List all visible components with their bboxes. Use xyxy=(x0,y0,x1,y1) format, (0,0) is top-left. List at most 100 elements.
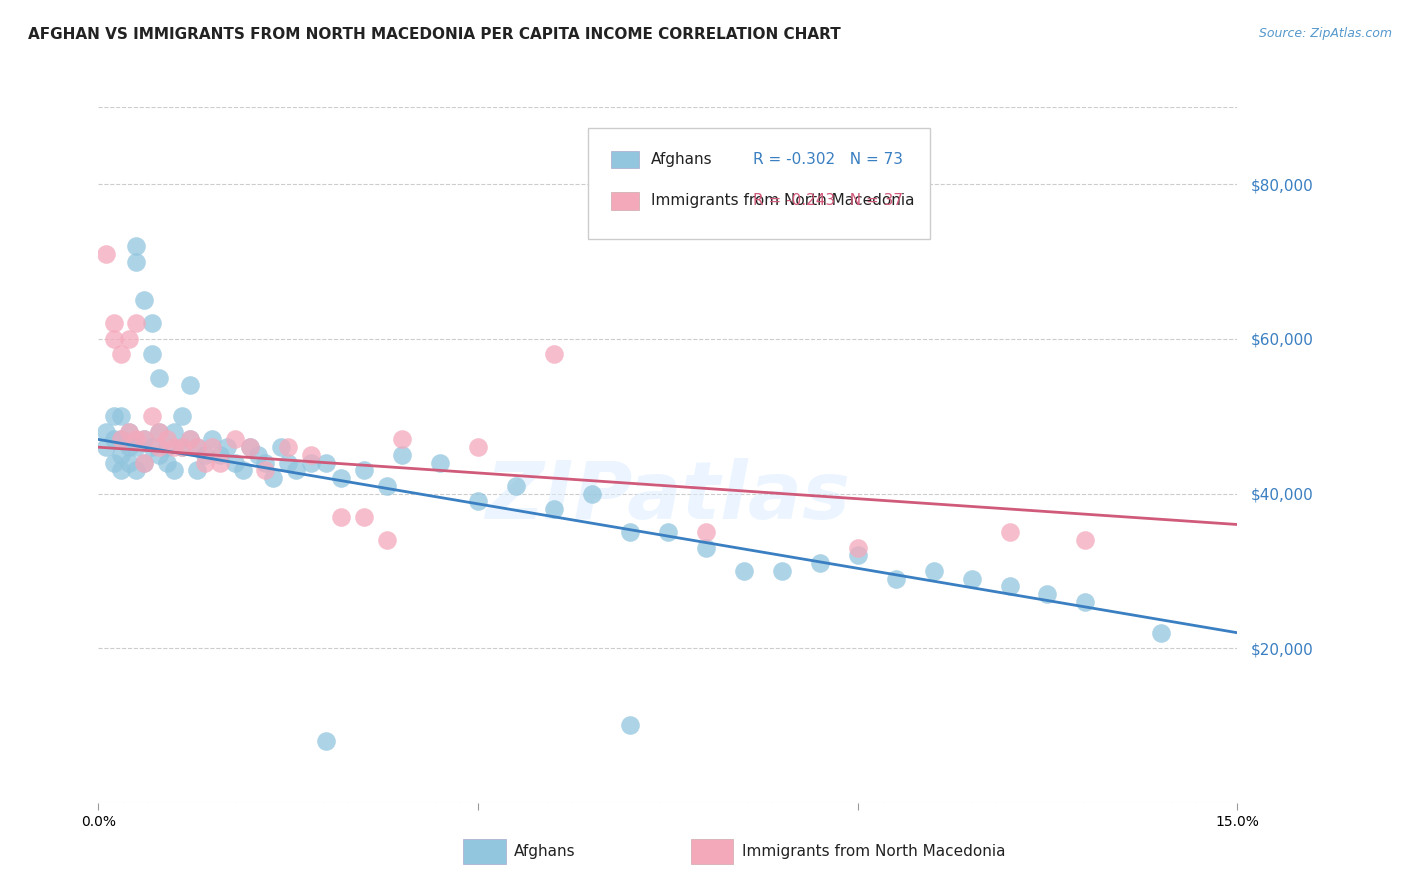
Point xyxy=(543,502,565,516)
Point xyxy=(170,409,193,424)
Point xyxy=(284,463,307,477)
Point xyxy=(224,456,246,470)
Bar xyxy=(463,839,506,863)
Point xyxy=(148,425,170,439)
Point xyxy=(262,471,284,485)
Point xyxy=(239,440,262,454)
Text: Immigrants from North Macedonia: Immigrants from North Macedonia xyxy=(742,844,1005,859)
Point xyxy=(619,718,641,732)
Point xyxy=(110,433,132,447)
Point xyxy=(118,440,141,454)
Point xyxy=(1074,533,1097,547)
Point xyxy=(163,440,186,454)
Point xyxy=(246,448,269,462)
Text: Source: ZipAtlas.com: Source: ZipAtlas.com xyxy=(1258,27,1392,40)
Point xyxy=(733,564,755,578)
Point xyxy=(998,525,1021,540)
Point xyxy=(277,456,299,470)
Point xyxy=(353,463,375,477)
Point xyxy=(375,533,398,547)
Point xyxy=(179,433,201,447)
Point xyxy=(194,448,217,462)
Point xyxy=(330,471,353,485)
Point xyxy=(141,409,163,424)
Point xyxy=(125,440,148,454)
Point xyxy=(118,456,141,470)
Point xyxy=(179,433,201,447)
Point xyxy=(998,579,1021,593)
Point xyxy=(201,433,224,447)
Text: Afghans: Afghans xyxy=(651,152,713,167)
Point xyxy=(619,525,641,540)
Point xyxy=(657,525,679,540)
Point xyxy=(179,378,201,392)
Point xyxy=(695,541,717,555)
Point xyxy=(922,564,945,578)
Point xyxy=(94,425,117,439)
Point xyxy=(208,456,231,470)
Point xyxy=(695,525,717,540)
Point xyxy=(141,347,163,361)
Point xyxy=(201,440,224,454)
Point xyxy=(277,440,299,454)
Point xyxy=(94,247,117,261)
Point xyxy=(103,433,125,447)
Point xyxy=(846,541,869,555)
Point xyxy=(125,463,148,477)
Text: AFGHAN VS IMMIGRANTS FROM NORTH MACEDONIA PER CAPITA INCOME CORRELATION CHART: AFGHAN VS IMMIGRANTS FROM NORTH MACEDONI… xyxy=(28,27,841,42)
Point xyxy=(186,440,208,454)
Point xyxy=(1036,587,1059,601)
Point xyxy=(163,425,186,439)
Point xyxy=(391,448,413,462)
Bar xyxy=(612,193,640,210)
Point xyxy=(141,317,163,331)
Point xyxy=(232,463,254,477)
Point xyxy=(194,456,217,470)
Point xyxy=(581,486,603,500)
Point xyxy=(141,440,163,454)
Point xyxy=(132,433,155,447)
Point xyxy=(239,440,262,454)
Point xyxy=(429,456,451,470)
Text: Immigrants from North Macedonia: Immigrants from North Macedonia xyxy=(651,194,914,209)
Point xyxy=(103,456,125,470)
Point xyxy=(132,433,155,447)
Point xyxy=(375,479,398,493)
Point xyxy=(125,317,148,331)
Point xyxy=(163,463,186,477)
FancyBboxPatch shape xyxy=(588,128,929,239)
Text: ZIPatlas: ZIPatlas xyxy=(485,458,851,536)
Point xyxy=(132,456,155,470)
Point xyxy=(299,448,322,462)
Point xyxy=(217,440,239,454)
Point xyxy=(884,572,907,586)
Point xyxy=(110,409,132,424)
Point xyxy=(186,463,208,477)
Point xyxy=(110,433,132,447)
Point xyxy=(330,509,353,524)
Point xyxy=(353,509,375,524)
Point xyxy=(208,448,231,462)
Point xyxy=(156,440,179,454)
Point xyxy=(103,332,125,346)
Point xyxy=(254,456,277,470)
Point xyxy=(170,440,193,454)
Point xyxy=(125,239,148,253)
Point xyxy=(846,549,869,563)
Point xyxy=(103,409,125,424)
Text: R = -0.243   N = 37: R = -0.243 N = 37 xyxy=(754,194,903,209)
Point xyxy=(505,479,527,493)
Point xyxy=(543,347,565,361)
Point xyxy=(224,433,246,447)
Point xyxy=(1150,625,1173,640)
Point xyxy=(467,440,489,454)
Point xyxy=(315,734,337,748)
Point xyxy=(148,425,170,439)
Point xyxy=(148,370,170,384)
Point xyxy=(110,448,132,462)
Point xyxy=(391,433,413,447)
Point xyxy=(270,440,292,454)
Point xyxy=(808,556,831,570)
Point xyxy=(186,440,208,454)
Point xyxy=(118,425,141,439)
